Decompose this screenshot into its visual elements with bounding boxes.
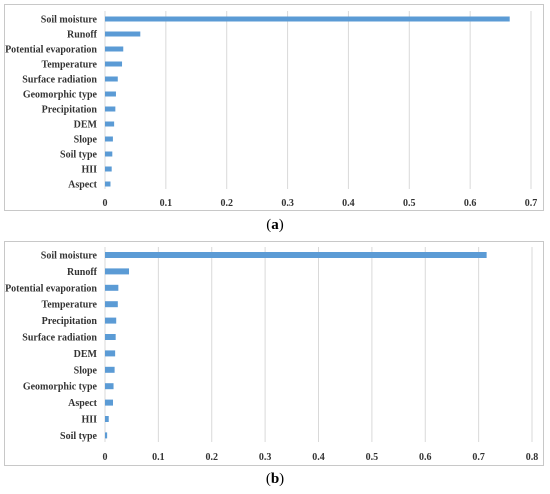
x-tick-label: 0.5	[403, 198, 416, 209]
bar	[105, 284, 119, 291]
bar	[105, 151, 113, 157]
bar	[105, 350, 116, 357]
category-label: Potential evaporation	[5, 283, 97, 294]
bar	[105, 136, 113, 142]
x-tick-label: 0.7	[525, 198, 538, 209]
category-label: Soil type	[60, 150, 98, 161]
category-label: Precipitation	[42, 316, 98, 327]
category-label: Aspect	[68, 180, 98, 191]
x-tick-label: 0.2	[220, 198, 233, 209]
bar	[105, 31, 141, 37]
x-tick-label: 0.3	[259, 452, 272, 463]
chart-panel-a: 0 0.1 0.2 0.3 0.4 0.5 0.6 0.7 Soil moisture Runof…	[4, 4, 544, 211]
category-label: DEM	[74, 120, 98, 131]
bar	[105, 268, 130, 275]
caption-a-label: a	[271, 217, 279, 233]
category-label: Runoff	[67, 30, 98, 41]
category-label: Runoff	[67, 267, 98, 278]
category-label: HII	[81, 165, 97, 176]
bar	[105, 317, 117, 324]
bar	[105, 61, 123, 67]
category-label: Aspect	[68, 398, 98, 409]
bar	[105, 252, 487, 258]
category-label: Surface radiation	[22, 75, 97, 86]
bar	[105, 106, 116, 112]
caption-b-label: b	[270, 471, 280, 487]
x-tick-label: 0.3	[281, 198, 294, 209]
bar	[105, 383, 114, 390]
x-tick-label: 0.5	[366, 452, 379, 463]
x-tick-label: 0.1	[152, 452, 165, 463]
category-label: Slope	[74, 135, 98, 146]
x-tick-label: 0.6	[464, 198, 477, 209]
bar	[105, 76, 118, 82]
bar	[105, 46, 124, 52]
bar-chart-a: 0 0.1 0.2 0.3 0.4 0.5 0.6 0.7 Soil moisture Runof…	[5, 11, 538, 209]
category-label: Potential evaporation	[5, 45, 97, 56]
category-label: Precipitation	[42, 105, 98, 116]
category-label: Geomorphic type	[23, 90, 98, 101]
bar	[105, 399, 114, 406]
bar	[105, 181, 111, 187]
x-tick-label: 0.4	[312, 452, 325, 463]
bar	[105, 121, 115, 127]
category-label: Surface radiation	[22, 333, 97, 344]
category-label: Temperature	[41, 60, 97, 71]
category-label: DEM	[74, 349, 98, 360]
category-label: Slope	[74, 365, 98, 376]
category-label: Geomorphic type	[23, 382, 98, 393]
chart-panel-b: 0 0.1 0.2 0.3 0.4 0.5 0.6 0.7 0.8 Soil moisture Ru…	[4, 241, 544, 466]
category-label: HII	[81, 415, 97, 426]
x-tick-label: 0.1	[160, 198, 173, 209]
bar	[105, 301, 118, 308]
category-label: Soil moisture	[41, 251, 98, 262]
caption-a: (a)	[266, 217, 284, 233]
x-tick-label: 0.8	[526, 452, 539, 463]
bar	[105, 432, 108, 439]
bar	[105, 416, 109, 422]
x-tick-label: 0.4	[342, 198, 355, 209]
category-label: Soil type	[60, 431, 98, 442]
x-tick-label: 0.2	[206, 452, 219, 463]
x-tick-label: 0.6	[419, 452, 432, 463]
x-tick-label: 0	[103, 198, 108, 209]
bar	[105, 366, 115, 373]
bar-chart-b: 0 0.1 0.2 0.3 0.4 0.5 0.6 0.7 0.8 Soil moisture Ru…	[5, 247, 539, 463]
bar	[105, 16, 510, 22]
x-tick-label: 0	[103, 452, 108, 463]
category-label: Temperature	[41, 300, 97, 311]
caption-b: (b)	[265, 471, 285, 487]
x-tick-label: 0.7	[472, 452, 485, 463]
bar	[105, 334, 116, 340]
category-label: Soil moisture	[41, 15, 98, 26]
bar	[105, 91, 116, 97]
bar	[105, 166, 112, 172]
